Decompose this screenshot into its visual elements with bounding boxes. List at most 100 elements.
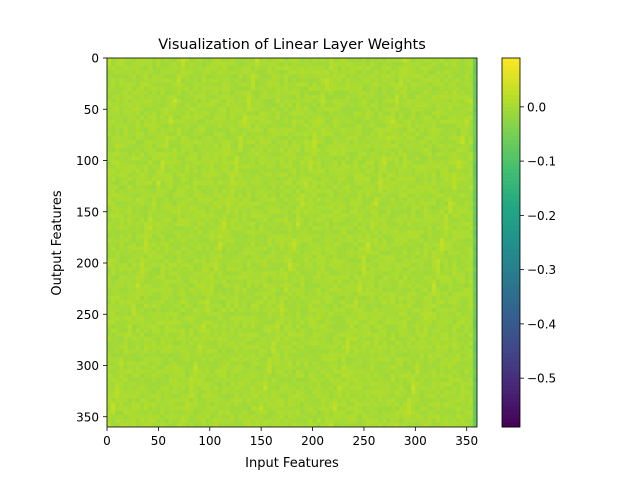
heatmap-cell (370, 78, 375, 83)
heatmap-cell (287, 123, 293, 129)
heatmap-cell (312, 181, 318, 186)
heatmap-cell (144, 70, 149, 75)
heatmap-cell (337, 148, 342, 153)
heatmap-cell (370, 152, 375, 157)
heatmap-cell (107, 168, 112, 174)
heatmap-cell (456, 193, 461, 198)
heatmap-cell (209, 279, 215, 284)
heatmap-cell (213, 115, 219, 120)
heatmap-cell (329, 213, 334, 219)
heatmap-cell (197, 144, 202, 149)
heatmap-cell (423, 267, 429, 272)
heatmap-cell (267, 226, 272, 231)
heatmap-cell (361, 58, 367, 63)
heatmap-cell (423, 246, 429, 252)
heatmap-cell (337, 230, 342, 235)
heatmap-cell (148, 246, 153, 252)
heatmap-cell (312, 123, 318, 129)
heatmap-cell (246, 156, 252, 161)
heatmap-cell (131, 111, 137, 116)
heatmap-cell (139, 115, 145, 120)
heatmap-cell (403, 152, 408, 157)
heatmap-cell (312, 254, 318, 260)
heatmap-cell (444, 99, 449, 104)
heatmap-cell (398, 197, 404, 202)
heatmap-cell (427, 246, 433, 252)
heatmap-cell (324, 111, 330, 116)
heatmap-cell (460, 74, 466, 79)
heatmap-cell (271, 226, 276, 231)
heatmap-cell (386, 258, 392, 264)
heatmap-cell (460, 164, 466, 170)
heatmap-cell (131, 135, 137, 141)
heatmap-cell (287, 86, 293, 92)
heatmap-cell (135, 275, 141, 280)
heatmap-cell (185, 135, 190, 141)
heatmap-cell (341, 90, 346, 96)
heatmap-cell (398, 226, 404, 231)
heatmap-cell (444, 258, 449, 264)
heatmap-cell (435, 168, 441, 174)
heatmap-cell (156, 238, 161, 243)
heatmap-cell (423, 94, 429, 100)
heatmap-cell (324, 131, 330, 137)
heatmap-cell (250, 226, 256, 231)
heatmap-cell (115, 197, 120, 202)
heatmap-cell (423, 258, 429, 264)
heatmap-cell (444, 205, 449, 211)
heatmap-cell (386, 172, 392, 178)
heatmap-cell (189, 152, 194, 157)
heatmap-cell (423, 70, 429, 75)
heatmap-cell (275, 164, 281, 170)
heatmap-cell (238, 176, 244, 182)
heatmap-cell (468, 176, 474, 182)
heatmap-cell (139, 74, 145, 79)
heatmap-cell (209, 246, 215, 252)
heatmap-cell (246, 271, 252, 276)
heatmap-cell (213, 185, 219, 190)
heatmap-cell (267, 127, 272, 133)
heatmap-cell (349, 209, 355, 215)
heatmap-cell (460, 62, 466, 67)
heatmap-cell (271, 74, 276, 79)
heatmap-cell (312, 119, 318, 124)
heatmap-cell (444, 176, 449, 182)
heatmap-cell (378, 86, 383, 92)
heatmap-cell (370, 209, 375, 215)
heatmap-cell (296, 135, 301, 141)
heatmap-cell (234, 176, 239, 182)
heatmap-cell (374, 205, 379, 211)
heatmap-cell (119, 168, 124, 174)
heatmap-cell (201, 250, 207, 256)
heatmap-cell (415, 222, 420, 227)
heatmap-cell (427, 156, 433, 161)
heatmap-cell (209, 66, 215, 71)
heatmap-cell (345, 148, 350, 153)
heatmap-cell (287, 222, 293, 227)
heatmap-cell (341, 82, 346, 88)
heatmap-cell (452, 152, 457, 157)
heatmap-cell (382, 209, 387, 215)
heatmap-cell (279, 209, 285, 215)
heatmap-cell (185, 172, 190, 178)
heatmap-cell (259, 156, 264, 161)
heatmap-cell (209, 189, 215, 194)
heatmap-cell (468, 160, 474, 165)
heatmap-cell (152, 164, 157, 170)
heatmap-cell (308, 103, 313, 108)
heatmap-cell (107, 226, 112, 231)
heatmap-cell (435, 148, 441, 153)
heatmap-cell (460, 209, 466, 215)
heatmap-cell (164, 238, 170, 243)
heatmap-cell (148, 152, 153, 157)
heatmap-cell (172, 246, 178, 252)
heatmap-cell (411, 86, 416, 92)
heatmap-cell (324, 176, 330, 182)
heatmap-cell (324, 82, 330, 88)
heatmap-cell (123, 82, 128, 88)
heatmap-cell (226, 271, 231, 276)
heatmap-cell (123, 78, 128, 83)
heatmap-cell (222, 135, 227, 141)
heatmap-cell (448, 205, 453, 211)
heatmap-cell (398, 181, 404, 186)
